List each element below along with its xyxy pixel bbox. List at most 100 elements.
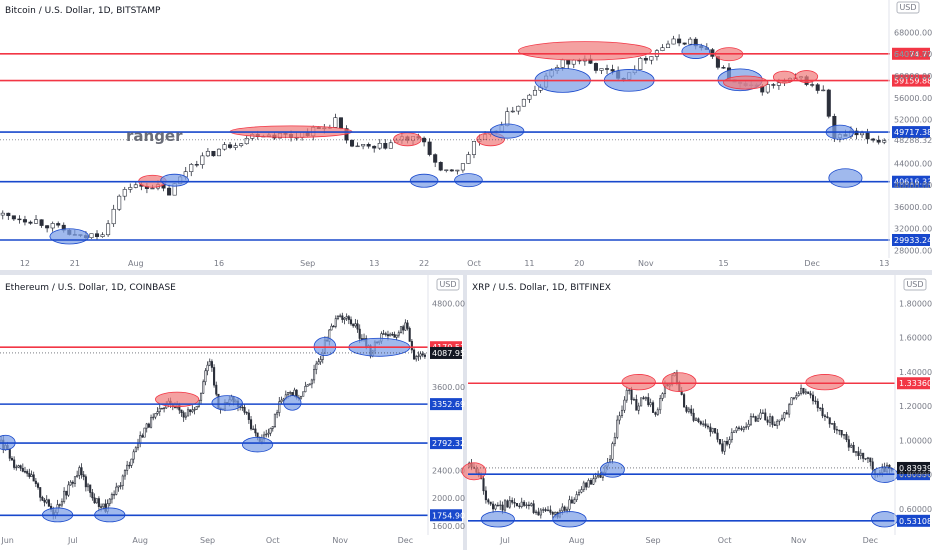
panel-divider-vertical[interactable] (463, 275, 467, 550)
candle (682, 42, 687, 46)
candle (677, 34, 682, 47)
resistance-zone[interactable] (662, 372, 697, 392)
x-tick-label: Nov (332, 536, 348, 545)
xrp-title: XRP / U.S. Dollar, 1D, BITFINEX (472, 283, 611, 293)
candle (740, 425, 743, 432)
candle (661, 392, 664, 402)
panel-divider-horizontal[interactable] (0, 270, 932, 275)
candle (341, 312, 344, 323)
resistance-zone[interactable] (461, 462, 487, 481)
candle (11, 215, 16, 221)
eth-currency-label: USD (439, 280, 456, 289)
level-price-label: 49717.38 (894, 128, 932, 137)
candle (539, 508, 542, 519)
candle (119, 482, 122, 490)
candle (19, 464, 22, 472)
support-zone[interactable] (828, 168, 863, 188)
candle (194, 160, 199, 168)
support-zone[interactable] (600, 461, 625, 478)
candle (415, 354, 418, 362)
candle (228, 141, 233, 150)
candle (110, 492, 113, 504)
candle (276, 409, 279, 419)
candle (108, 498, 111, 507)
support-zone[interactable] (160, 173, 189, 187)
support-zone[interactable] (480, 511, 515, 528)
candle (139, 431, 142, 448)
candle (573, 497, 576, 505)
candle (718, 439, 721, 446)
candle (438, 161, 443, 172)
candle (487, 498, 490, 505)
resistance-zone[interactable] (805, 374, 845, 391)
candle (347, 314, 350, 325)
candle (249, 415, 253, 431)
support-zone[interactable] (871, 511, 899, 528)
support-zone[interactable] (681, 43, 710, 59)
btc-zones (49, 41, 863, 245)
candle (692, 408, 695, 423)
candle (566, 59, 571, 69)
candle (854, 127, 859, 140)
support-zone[interactable] (490, 123, 525, 139)
candle (388, 139, 393, 149)
support-zone[interactable] (552, 511, 587, 528)
candle (419, 351, 422, 360)
candle (32, 471, 35, 482)
support-zone[interactable] (241, 436, 274, 453)
support-zone[interactable] (454, 173, 483, 188)
candle (503, 499, 507, 513)
candle (871, 137, 876, 143)
candle (191, 405, 194, 414)
candle (643, 55, 648, 64)
candle (389, 332, 392, 337)
xrp-currency-badge[interactable] (903, 278, 927, 291)
candle (43, 497, 46, 507)
resistance-zone[interactable] (517, 41, 652, 61)
candle (128, 461, 131, 469)
candle (864, 458, 867, 461)
eth-currency-badge[interactable] (436, 278, 460, 291)
resistance-zone[interactable] (155, 391, 200, 408)
support-zone[interactable] (49, 228, 90, 245)
candle (204, 368, 207, 386)
support-zone[interactable] (409, 173, 439, 188)
level-price-label: 1.33360 (899, 379, 932, 388)
support-zone[interactable] (211, 395, 243, 411)
x-tick-label: 13 (879, 259, 889, 268)
candle (339, 313, 342, 318)
btc-currency-badge[interactable] (896, 1, 920, 14)
candle (854, 451, 858, 457)
candle (372, 145, 377, 153)
level-price-label: 29933.24 (894, 236, 932, 245)
candle (67, 481, 70, 497)
resistance-zone[interactable] (795, 70, 819, 83)
candle (444, 169, 449, 173)
candle (354, 318, 357, 328)
candle (771, 415, 774, 428)
candle (132, 449, 135, 464)
y-tick-label: 4800.00 (432, 299, 465, 308)
candle (332, 325, 335, 328)
candle (489, 501, 492, 506)
candle (128, 183, 133, 193)
x-tick-label: Oct (467, 259, 481, 268)
candle (189, 409, 192, 416)
resistance-zone[interactable] (393, 132, 422, 147)
candle (10, 456, 14, 462)
candle (213, 364, 216, 388)
resistance-zone[interactable] (723, 75, 769, 90)
support-zone[interactable] (283, 395, 302, 411)
resistance-zone[interactable] (621, 374, 656, 391)
candle (345, 313, 348, 322)
candle (366, 142, 371, 149)
candle (683, 392, 686, 408)
candle (193, 406, 196, 415)
candle (819, 407, 822, 412)
candle (757, 414, 760, 422)
candle (417, 351, 420, 361)
x-tick-label: Dec (804, 259, 819, 268)
candle (433, 153, 438, 168)
candle (422, 136, 427, 147)
